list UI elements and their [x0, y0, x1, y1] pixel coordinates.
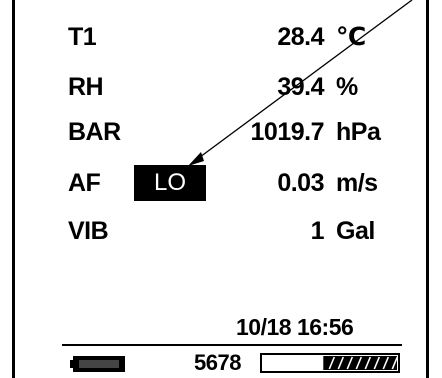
battery-icon	[70, 355, 128, 373]
af-mode-badge: LO	[134, 165, 206, 201]
datetime-readout: 10/18 16:56	[236, 314, 354, 340]
reading-label-bar: BAR	[68, 118, 121, 146]
reading-label-t1: T1	[68, 23, 97, 51]
screen-frame-left	[12, 0, 15, 378]
reading-value-bar: 1019.7	[250, 118, 325, 146]
reading-label-vib: VIB	[68, 217, 109, 245]
reading-value-af: 0.03	[277, 169, 324, 197]
status-counter: 5678	[194, 350, 241, 375]
reading-label-af: AF	[68, 169, 101, 197]
screen-frame-right	[426, 0, 429, 378]
reading-unit-bar: hPa	[336, 118, 381, 146]
reading-value-rh: 39.4	[277, 73, 324, 101]
reading-label-rh: RH	[68, 73, 104, 101]
progress-fill	[323, 356, 399, 370]
reading-unit-af: m/s	[336, 169, 378, 197]
reading-unit-t1: ℃	[336, 23, 366, 51]
reading-unit-vib: Gal	[336, 217, 375, 245]
status-divider	[62, 344, 402, 346]
reading-value-vib: 1	[310, 217, 325, 245]
progress-bar	[260, 353, 400, 373]
reading-value-t1: 28.4	[277, 23, 324, 51]
reading-unit-rh: %	[336, 73, 358, 101]
